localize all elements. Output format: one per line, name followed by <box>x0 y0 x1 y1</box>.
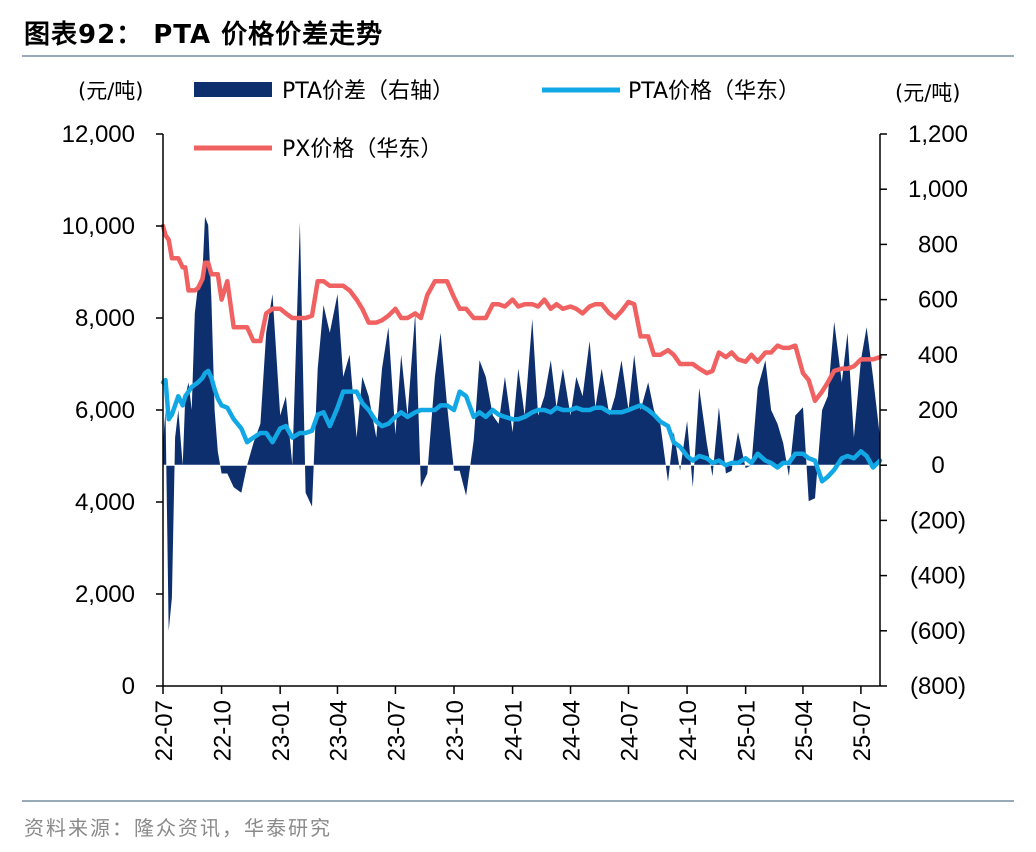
x-axis-tick-label: 24-01 <box>501 700 528 761</box>
right-axis-tick-label: 200 <box>918 397 958 424</box>
right-axis-tick-label: 1,200 <box>908 121 968 148</box>
x-axis-tick-label: 24-04 <box>559 700 586 761</box>
price-lines-layer <box>160 223 883 484</box>
right-axis-tick-label: 1,000 <box>908 176 968 203</box>
x-axis-tick-label: 22-10 <box>210 700 237 761</box>
x-axis-tick-label: 23-04 <box>326 700 353 761</box>
x-axis-tick-label: 22-07 <box>151 700 178 761</box>
right-axis-tick-label: (800) <box>910 673 966 700</box>
x-axis-tick-label: 24-07 <box>617 700 644 761</box>
right-axis-tick-label: 800 <box>918 231 958 258</box>
x-axis-tick-label: 25-07 <box>849 700 876 761</box>
legend: PTA价差（右轴） PTA价格（华东） PX价格（华东） <box>194 79 800 162</box>
left-axis-tick-label: 12,000 <box>62 121 135 148</box>
left-axis-tick-label: 4,000 <box>75 489 135 516</box>
x-axis-tick-label: 23-07 <box>383 700 410 761</box>
left-axis-unit: (元/吨) <box>78 79 143 103</box>
legend-label-px-price: PX价格（华东） <box>282 137 442 162</box>
x-axis-tick-label: 25-04 <box>791 700 818 761</box>
source-rule <box>22 800 1014 802</box>
legend-label-pta-price: PTA价格（华东） <box>628 79 800 104</box>
spread-area-layer <box>163 216 880 631</box>
source-note: 资料来源：隆众资讯，华泰研究 <box>24 816 332 840</box>
left-axis-tick-label: 2,000 <box>75 581 135 608</box>
right-axis-tick-label: (600) <box>910 618 966 645</box>
legend-label-spread: PTA价差（右轴） <box>282 79 454 104</box>
left-axis-tick-label: 6,000 <box>75 397 135 424</box>
right-axis-unit: (元/吨) <box>895 81 960 105</box>
series-line-px-price <box>160 223 883 404</box>
left-axis-tick-label: 10,000 <box>62 213 135 240</box>
x-axis-tick-label: 24-10 <box>675 700 702 761</box>
left-axis-tick-label: 8,000 <box>75 305 135 332</box>
x-axis-tick-label: 23-10 <box>442 700 469 761</box>
left-axis-tick-label: 0 <box>122 673 135 700</box>
axes-layer: 0 2,000 4,000 6,000 8,000 10,000 12,000 (800) (6… <box>62 121 968 761</box>
right-axis-tick-label: 400 <box>918 342 958 369</box>
figure-title: 图表92： PTA 价格价差走势 <box>24 20 384 50</box>
right-axis-tick-label: 600 <box>918 287 958 314</box>
right-axis-tick-label: (200) <box>910 507 966 534</box>
series-line-pta-price <box>160 368 883 484</box>
chart: 0 2,000 4,000 6,000 8,000 10,000 12,000 (800) (6… <box>62 79 968 761</box>
legend-swatch-spread <box>194 82 272 97</box>
right-axis-tick-label: (400) <box>910 563 966 590</box>
title-rule <box>22 55 1014 57</box>
series-area-pta-spread <box>163 216 880 631</box>
right-axis-tick-label: 0 <box>931 452 944 479</box>
x-axis-tick-label: 25-01 <box>734 700 761 761</box>
x-axis-tick-label: 23-01 <box>268 700 295 761</box>
